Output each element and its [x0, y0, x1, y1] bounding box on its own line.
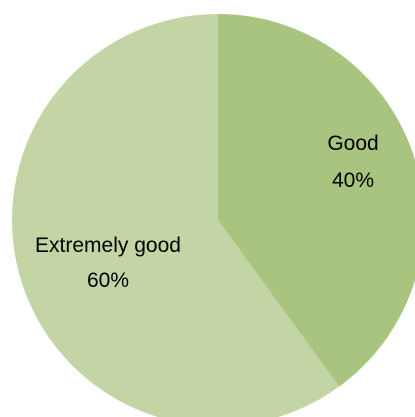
- slice-good-value-label: 40%: [332, 169, 374, 192]
- pie-labels: Good 40% Extremely good 60%: [35, 132, 379, 292]
- slice-good-name-label: Good: [327, 132, 378, 155]
- pie-slice-extremely-good: [12, 14, 340, 417]
- slice-extremely-good-value-label: 60%: [87, 269, 129, 292]
- pie-slices: [12, 14, 415, 417]
- pie-slice-good: [218, 14, 415, 387]
- slice-extremely-good-name-label: Extremely good: [35, 234, 181, 257]
